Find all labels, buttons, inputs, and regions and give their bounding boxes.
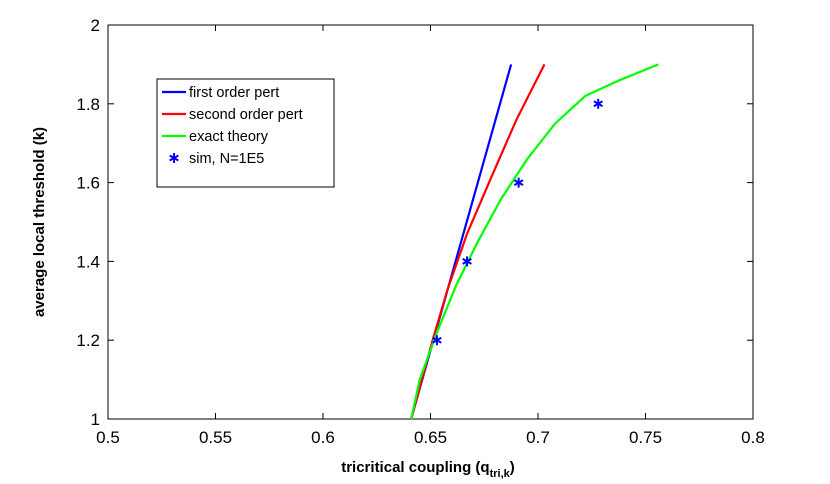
- y-axis-ticks: 1 1.2 1.4 1.6 1.8 2: [76, 16, 753, 429]
- data-point-sim-n-1e5: [462, 256, 472, 267]
- legend-label-second-order-pert: second order pert: [189, 107, 303, 123]
- x-axis-label: tricritical coupling (qtri,k): [341, 459, 515, 480]
- x-tick-label: 0.6: [311, 428, 335, 447]
- x-tick-label: 0.7: [526, 428, 550, 447]
- x-axis-ticks: 0.5 0.55 0.6 0.65 0.7 0.75 0.8: [96, 25, 765, 447]
- y-tick-label: 1.6: [76, 174, 100, 193]
- series-line-exact-theory: [410, 63, 659, 420]
- y-tick-label: 2: [91, 16, 100, 35]
- x-tick-label: 0.5: [96, 428, 120, 447]
- x-tick-label: 0.55: [199, 428, 232, 447]
- series-line-second-order-pert: [410, 63, 546, 420]
- x-axis-label-close: ): [510, 459, 515, 476]
- data-point-sim-n-1e5: [513, 177, 524, 188]
- x-tick-label: 0.65: [414, 428, 447, 447]
- legend: first order pert second order pert exact t…: [156, 78, 335, 188]
- series-group: [410, 63, 659, 420]
- legend-label-exact-theory: exact theory: [189, 129, 269, 145]
- legend-swatch-sim-n-1e5: [169, 153, 179, 163]
- legend-items: first order pert second order pert exact t…: [162, 85, 303, 167]
- data-point-sim-n-1e5: [593, 98, 604, 109]
- legend-label-sim-n-1e5: sim, N=1E5: [189, 151, 264, 167]
- x-tick-label: 0.8: [741, 428, 765, 447]
- y-tick-label: 1.2: [76, 331, 100, 350]
- x-axis-label-sub: tri,k: [490, 468, 511, 480]
- legend-box: [156, 78, 335, 188]
- y-tick-label: 1.8: [76, 95, 100, 114]
- y-tick-label: 1: [91, 410, 100, 429]
- x-tick-label: 0.75: [629, 428, 662, 447]
- data-point-sim-n-1e5: [432, 335, 442, 346]
- legend-label-first-order-pert: first order pert: [189, 85, 279, 101]
- y-axis-label: average local threshold (k): [31, 127, 48, 317]
- x-axis-label-main: tricritical coupling (q: [341, 459, 489, 476]
- y-tick-label: 1.4: [76, 252, 100, 271]
